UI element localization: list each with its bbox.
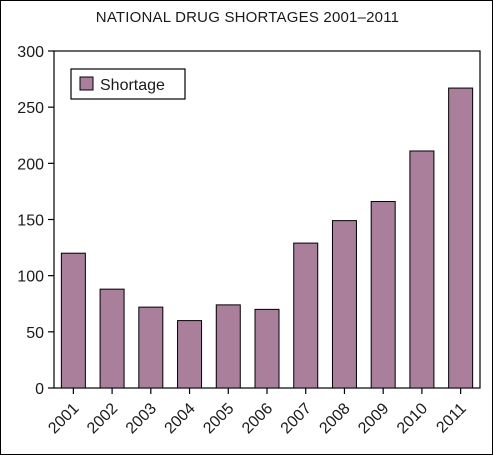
bar-2005 <box>215 304 241 389</box>
y-tick-label: 0 <box>35 381 44 398</box>
bar-2004 <box>177 320 203 389</box>
x-tick-label: 2002 <box>84 400 121 437</box>
x-tick-label: 2009 <box>355 400 392 437</box>
x-tick-label: 2004 <box>162 400 199 437</box>
x-tick-label: 2001 <box>45 400 82 437</box>
bar-2009 <box>370 201 396 389</box>
x-tick-label: 2008 <box>316 400 353 437</box>
x-tick-label: 2007 <box>278 400 315 437</box>
bar-2011 <box>448 87 474 389</box>
x-tick-label: 2003 <box>123 400 160 437</box>
x-tick-label: 2005 <box>200 400 237 437</box>
x-tick-label: 2010 <box>394 400 431 437</box>
bar-2002 <box>99 288 125 389</box>
bar-2008 <box>331 220 357 389</box>
x-tick-label: 2006 <box>239 400 276 437</box>
legend-swatch <box>79 76 94 91</box>
y-tick-label: 150 <box>17 213 44 230</box>
chart-title: NATIONAL DRUG SHORTAGES 2001–2011 <box>95 9 400 26</box>
bar-2006 <box>254 308 280 389</box>
bar-2010 <box>409 150 435 389</box>
bar-2003 <box>138 306 164 389</box>
legend-label: Shortage <box>100 77 165 94</box>
y-tick-label: 200 <box>17 156 44 173</box>
bar-2001 <box>60 252 86 389</box>
x-tick-label: 2011 <box>433 400 469 436</box>
bar-2007 <box>293 242 319 389</box>
y-tick-label: 100 <box>17 269 44 286</box>
y-tick-label: 300 <box>17 44 44 61</box>
y-tick-label: 250 <box>17 100 44 117</box>
y-tick-label: 50 <box>26 325 44 342</box>
